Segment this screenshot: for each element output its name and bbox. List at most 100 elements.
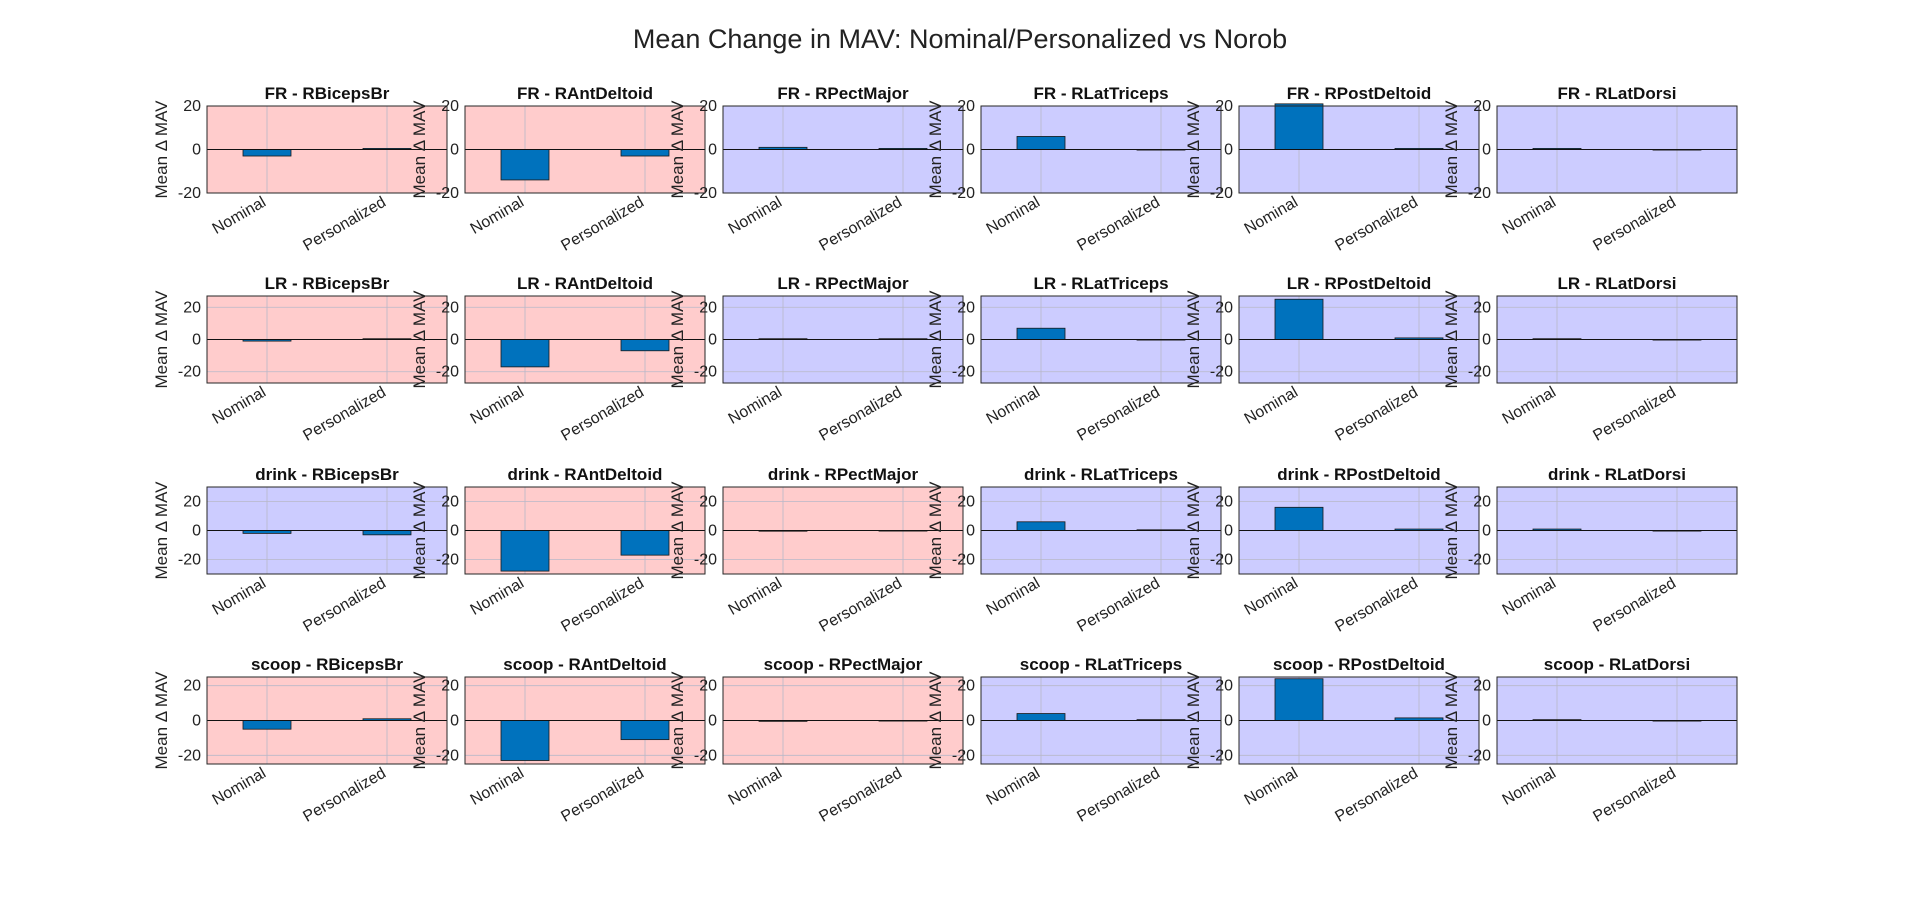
subplot-title: drink - RBicepsBr: [255, 465, 399, 484]
y-tick-label: 0: [192, 523, 201, 540]
subplot-title: drink - RPostDeltoid: [1277, 465, 1440, 484]
y-axis-label: Mean Δ MAV: [1184, 481, 1203, 580]
y-tick-label: -20: [178, 185, 201, 202]
bar-nominal: [1274, 506, 1324, 531]
y-tick-label: 0: [966, 713, 975, 730]
y-tick-label: -20: [952, 364, 975, 381]
y-tick-label: -20: [1210, 185, 1233, 202]
bar-nominal: [500, 720, 550, 761]
y-axis-label: Mean Δ MAV: [668, 481, 687, 580]
y-axis-label: Mean Δ MAV: [152, 481, 171, 580]
x-tick-label-nominal: Nominal: [468, 384, 527, 428]
x-tick-label-nominal: Nominal: [468, 765, 527, 809]
subplot-title: FR - RBicepsBr: [265, 84, 390, 103]
y-axis-label: Mean Δ MAV: [1442, 671, 1461, 770]
axes-box: [464, 295, 706, 384]
x-tick-label-personalized: Personalized: [1332, 194, 1421, 255]
y-tick-label: 20: [1215, 299, 1233, 316]
x-tick-label-nominal: Nominal: [210, 384, 269, 428]
y-tick-label: 0: [1224, 332, 1233, 349]
y-axis-label: Mean Δ MAV: [410, 100, 429, 199]
y-tick-label: 0: [708, 523, 717, 540]
y-axis-label: Mean Δ MAV: [668, 671, 687, 770]
subplot-lr-5: 20 0 -20 LR - RPostDeltoid Mean Δ MAV Nominal…: [1184, 274, 1480, 445]
subplot-lr-3: 20 0 -20 LR - RPectMajor Mean Δ MAV Nominal Pe…: [668, 274, 964, 445]
y-tick-label: -20: [694, 364, 717, 381]
subplot-lr-1: 20 0 -20 LR - RBicepsBr Mean Δ MAV Nominal Per…: [152, 274, 448, 445]
y-tick-label: 20: [441, 299, 459, 316]
y-axis-label: Mean Δ MAV: [410, 290, 429, 389]
x-tick-label-personalized: Personalized: [816, 765, 905, 826]
x-tick-label-personalized: Personalized: [1590, 194, 1679, 255]
y-tick-label: 0: [192, 142, 201, 159]
y-tick-label: 0: [1482, 523, 1491, 540]
x-tick-label-nominal: Nominal: [726, 384, 785, 428]
bar-nominal: [1016, 713, 1066, 721]
y-tick-label: -20: [178, 552, 201, 569]
subplot-title: scoop - RLatTriceps: [1020, 655, 1182, 674]
axes-box: [206, 105, 448, 194]
y-axis-label: Mean Δ MAV: [410, 481, 429, 580]
axes-box: [1238, 676, 1480, 765]
subplot-title: LR - RBicepsBr: [265, 274, 390, 293]
y-tick-label: 20: [1473, 299, 1491, 316]
x-tick-label-personalized: Personalized: [816, 194, 905, 255]
subplot-lr-6: 20 0 -20 LR - RLatDorsi Mean Δ MAV Nominal Per…: [1442, 274, 1738, 445]
subplot-title: scoop - RLatDorsi: [1544, 655, 1690, 674]
axes-box: [980, 486, 1222, 575]
subplot-title: FR - RAntDeltoid: [517, 84, 653, 103]
x-tick-label-nominal: Nominal: [1242, 765, 1301, 809]
y-axis-label: Mean Δ MAV: [926, 671, 945, 770]
y-tick-label: 20: [699, 678, 717, 695]
subplot-title: drink - RAntDeltoid: [508, 465, 663, 484]
y-tick-label: 20: [1215, 678, 1233, 695]
y-tick-label: 0: [966, 142, 975, 159]
x-tick-label-personalized: Personalized: [1074, 575, 1163, 636]
bar-nominal: [1016, 327, 1066, 340]
y-axis-label: Mean Δ MAV: [410, 671, 429, 770]
y-tick-label: -20: [1210, 552, 1233, 569]
subplot-fr-4: 20 0 -20 FR - RLatTriceps Mean Δ MAV Nominal P…: [926, 84, 1222, 255]
axes-box: [722, 105, 964, 194]
bar-nominal: [1016, 521, 1066, 531]
y-tick-label: 0: [708, 332, 717, 349]
axes-box: [464, 105, 706, 194]
x-tick-label-personalized: Personalized: [1590, 384, 1679, 445]
subplot-title: LR - RAntDeltoid: [517, 274, 653, 293]
x-tick-label-personalized: Personalized: [1590, 765, 1679, 826]
x-tick-label-nominal: Nominal: [1500, 575, 1559, 619]
subplot-scoop-6: 20 0 -20 scoop - RLatDorsi Mean Δ MAV Nominal…: [1442, 655, 1738, 826]
y-tick-label: -20: [436, 552, 459, 569]
x-tick-label-personalized: Personalized: [816, 384, 905, 445]
y-tick-label: 20: [183, 98, 201, 115]
y-tick-label: -20: [1210, 747, 1233, 764]
x-tick-label-nominal: Nominal: [1500, 194, 1559, 238]
bar-nominal: [242, 720, 292, 730]
subplot-grid: 20 0 -20 FR - RBicepsBr Mean Δ MAV Nominal Per…: [152, 84, 1738, 826]
bar-personalized: [362, 530, 412, 536]
axes-box: [1496, 486, 1738, 575]
axes-box: [980, 105, 1222, 194]
x-tick-label-nominal: Nominal: [210, 765, 269, 809]
x-tick-label-personalized: Personalized: [1590, 575, 1679, 636]
axes-box: [464, 486, 706, 575]
x-tick-label-personalized: Personalized: [1074, 194, 1163, 255]
axes-box: [1238, 295, 1480, 384]
y-axis-label: Mean Δ MAV: [152, 100, 171, 199]
x-tick-label-nominal: Nominal: [468, 575, 527, 619]
x-tick-label-nominal: Nominal: [984, 765, 1043, 809]
y-tick-label: -20: [1468, 185, 1491, 202]
subplot-drink-2: 20 0 -20 drink - RAntDeltoid Mean Δ MAV Nomin…: [410, 465, 706, 636]
y-tick-label: -20: [178, 747, 201, 764]
x-tick-label-personalized: Personalized: [1332, 575, 1421, 636]
y-tick-label: 0: [1224, 523, 1233, 540]
subplot-title: FR - RPectMajor: [777, 84, 909, 103]
bar-nominal: [1016, 136, 1066, 150]
x-tick-label-personalized: Personalized: [1074, 765, 1163, 826]
y-tick-label: 0: [1224, 142, 1233, 159]
